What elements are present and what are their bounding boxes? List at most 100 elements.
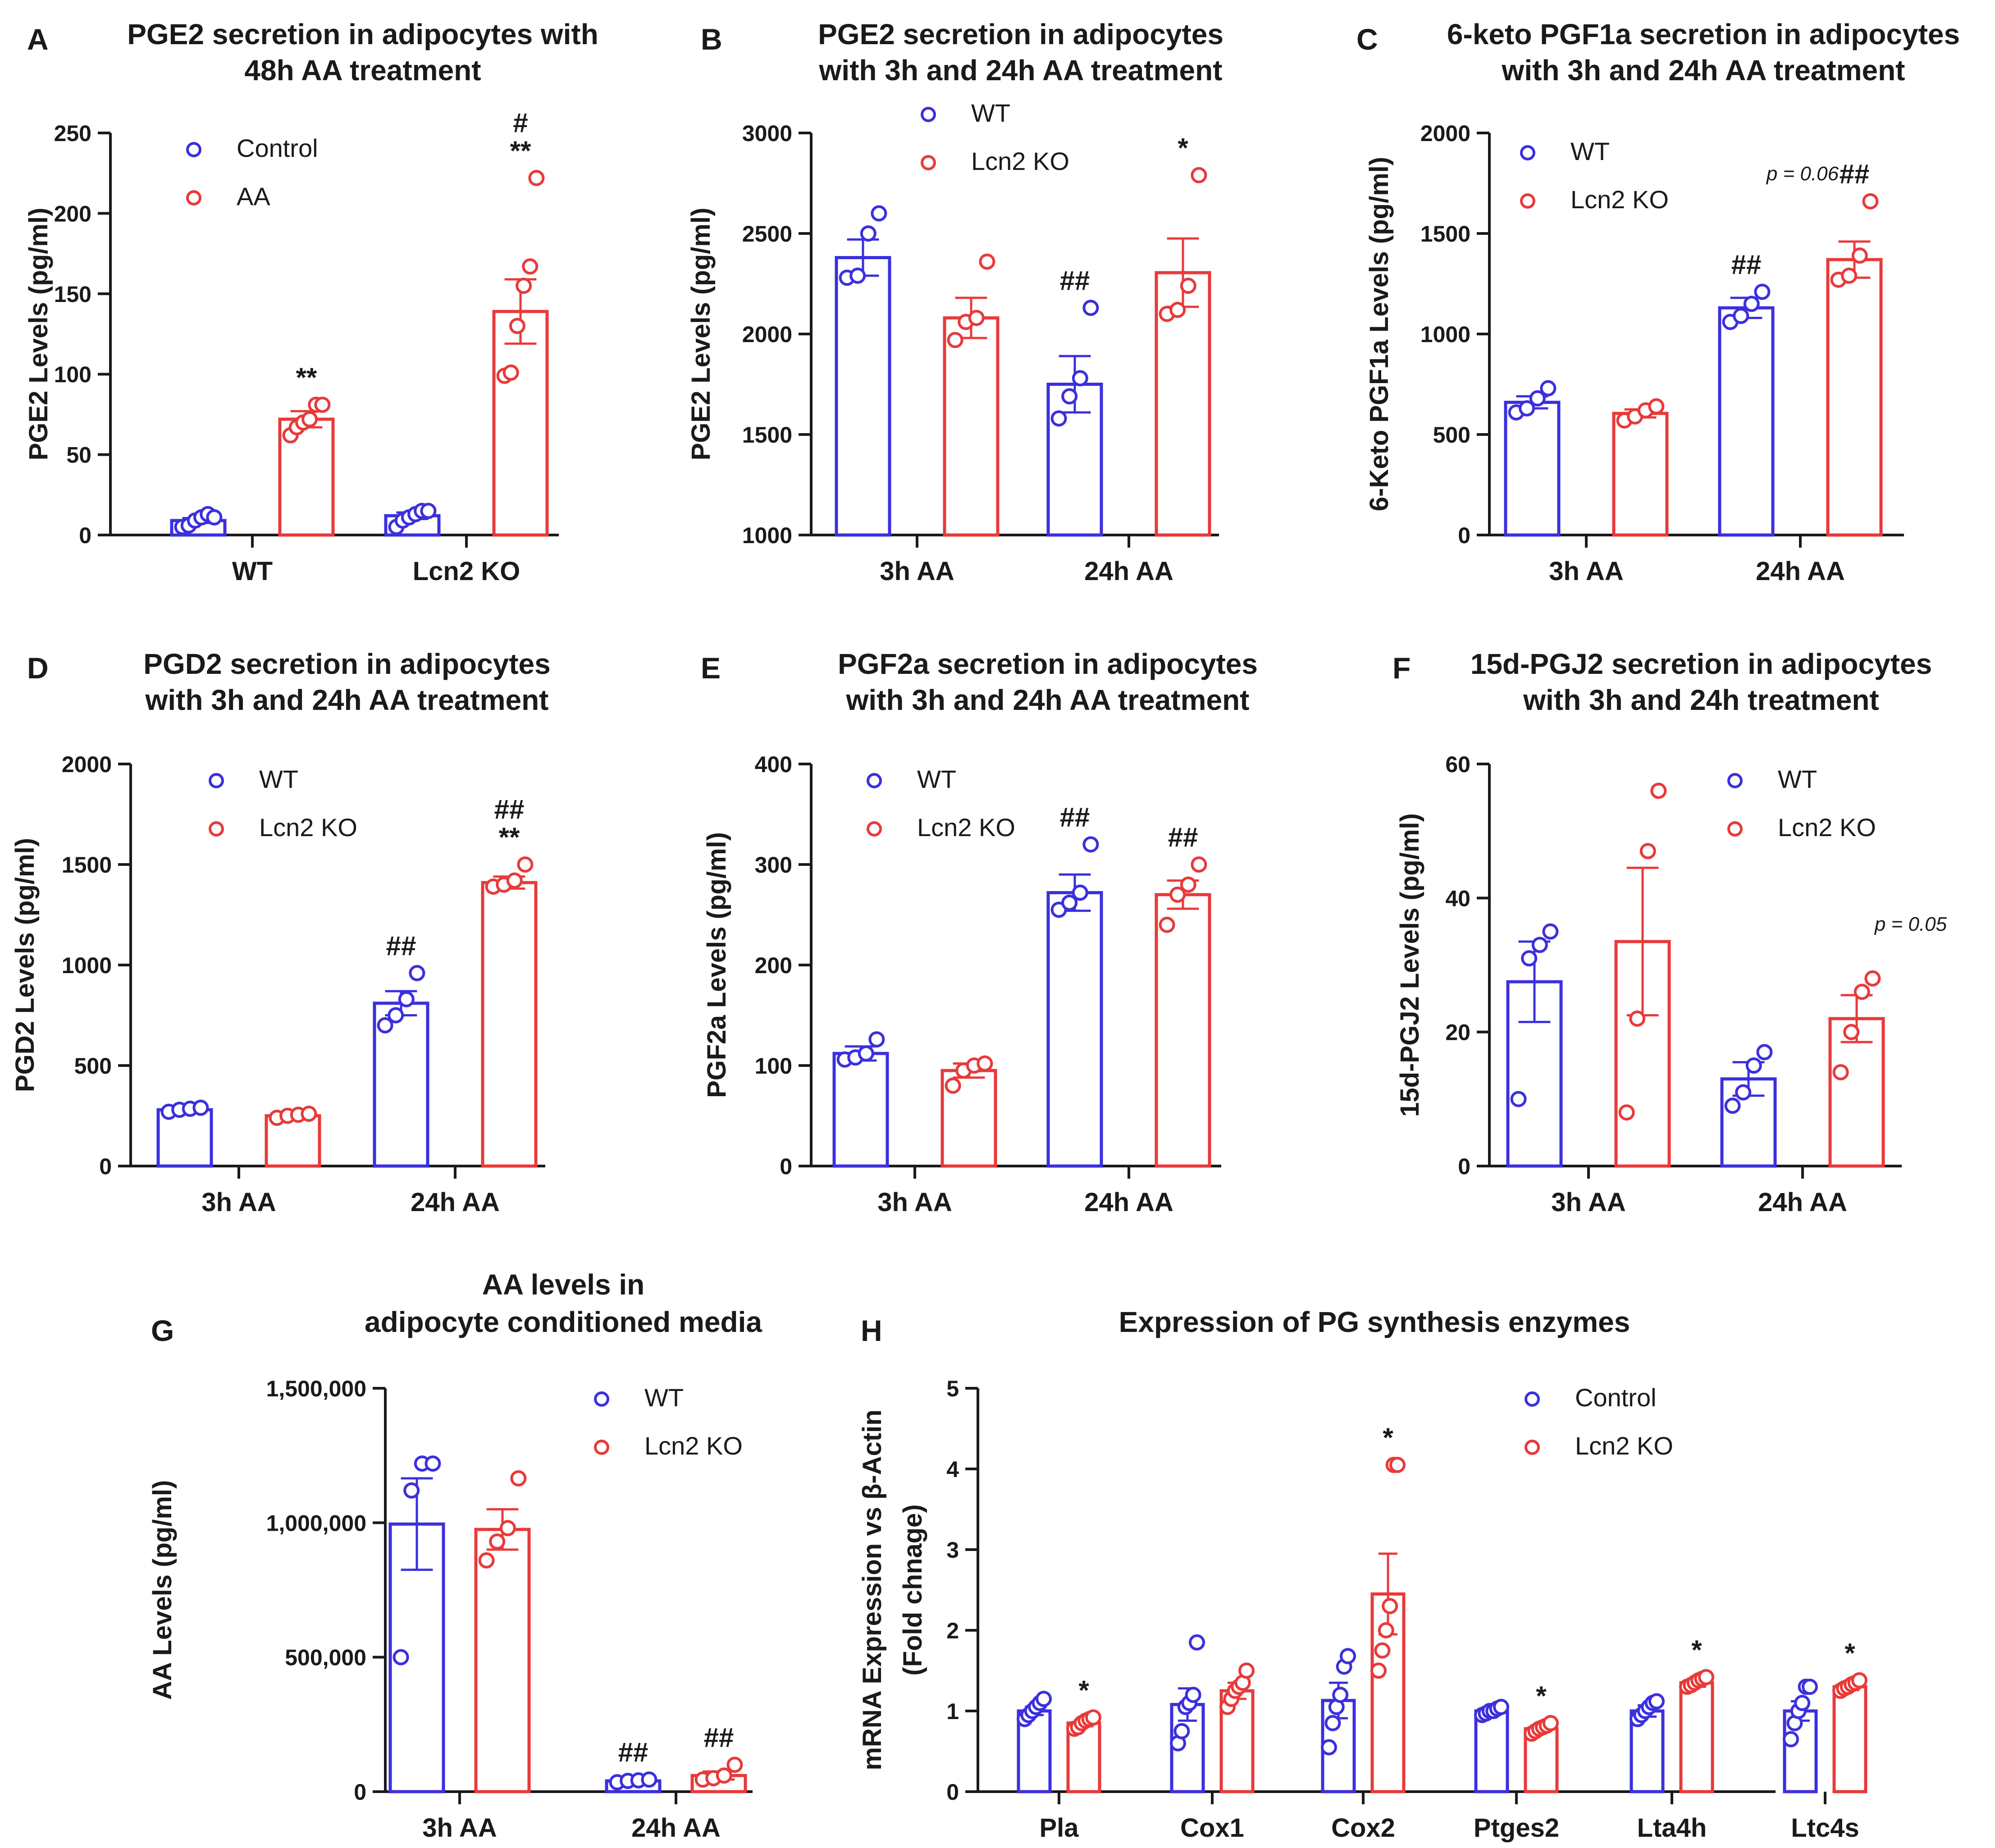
panel-title: with 3h and 24h AA treatment <box>145 684 549 716</box>
legend-label: Control <box>1575 1383 1657 1412</box>
p-value-note: p = 0.05 <box>1874 913 1947 935</box>
bar <box>481 881 538 1168</box>
data-point <box>1185 1687 1201 1703</box>
x-tick-label: 3h AA <box>201 1188 276 1217</box>
y-axis-label: PGF2a Levels (pg/ml) <box>702 832 731 1098</box>
legend-label: Lcn2 KO <box>1778 813 1876 842</box>
data-point <box>1650 782 1667 799</box>
y-tick-label: 0 <box>1458 1154 1470 1179</box>
legend-label: WT <box>1778 765 1817 793</box>
legend-marker <box>921 155 936 170</box>
legend-label: Lcn2 KO <box>259 813 357 842</box>
bar <box>1826 258 1883 537</box>
data-point <box>1072 884 1088 901</box>
data-point <box>1543 1715 1559 1731</box>
data-point <box>1618 1104 1635 1121</box>
significance-label: * <box>1536 1681 1547 1711</box>
significance-label: ## <box>386 931 416 961</box>
x-tick-label: 24h AA <box>1084 557 1173 586</box>
bar <box>1832 1685 1867 1793</box>
legend-label: Lcn2 KO <box>1570 185 1669 214</box>
bar <box>1474 1709 1509 1793</box>
data-point <box>1389 1457 1406 1473</box>
significance-label: ## <box>618 1737 648 1767</box>
bar <box>1718 306 1775 537</box>
y-tick-label: 150 <box>54 282 91 307</box>
panel-H: H Expression of PG synthesis enzymes 0 1 2 3 4… <box>858 1306 1867 1843</box>
data-point <box>489 1533 506 1550</box>
panel-letter: E <box>701 651 721 685</box>
panel-letter: D <box>27 651 49 685</box>
data-point <box>871 205 887 222</box>
legend-marker <box>186 190 201 206</box>
data-point <box>868 1031 885 1048</box>
panel-title: PGF2a secretion in adipocytes <box>838 648 1258 680</box>
bar <box>1679 1681 1714 1793</box>
y-tick-label: 20 <box>1445 1020 1470 1045</box>
data-point <box>1340 1648 1356 1665</box>
bar <box>943 316 1000 537</box>
y-tick-label: 3 <box>946 1537 959 1563</box>
y-tick-label: 400 <box>755 752 792 777</box>
data-point <box>393 1649 409 1665</box>
legend-marker <box>1727 821 1743 837</box>
y-tick-label: 50 <box>66 443 91 468</box>
y-tick-label: 100 <box>755 1053 792 1079</box>
data-point <box>1510 1091 1527 1107</box>
data-point <box>425 1455 441 1472</box>
y-tick-label: 60 <box>1445 752 1470 777</box>
x-tick-label: 3h AA <box>1549 557 1623 586</box>
y-axis-label: PGD2 Levels (pg/ml) <box>10 838 40 1092</box>
data-point <box>1754 284 1771 300</box>
bar <box>492 310 549 537</box>
significance-label: ## <box>1060 265 1090 296</box>
panel-F: F 15d-PGJ2 secretion in adipocytes with 3h… <box>1392 648 1947 1217</box>
legend-marker <box>1525 1391 1540 1407</box>
significance-label: ## <box>1060 802 1090 832</box>
data-point <box>979 253 995 270</box>
legend-label: WT <box>971 99 1010 127</box>
x-tick-label: 24h AA <box>1758 1188 1847 1217</box>
data-point <box>517 856 534 873</box>
panel-E: E PGF2a secretion in adipocytes with 3h an… <box>701 648 1258 1217</box>
data-point <box>516 277 532 294</box>
y-tick-label: 500,000 <box>285 1645 366 1670</box>
data-point <box>1529 390 1546 407</box>
data-point <box>403 1482 420 1499</box>
x-tick-label: 24h AA <box>1084 1188 1173 1217</box>
y-axis-label: 15d-PGJ2 Levels (pg/ml) <box>1395 813 1424 1117</box>
data-point <box>1832 1064 1849 1080</box>
x-tick-label: Cox1 <box>1180 1813 1244 1843</box>
data-point <box>1802 1679 1818 1695</box>
x-tick-label: 3h AA <box>422 1813 497 1843</box>
panel-title: PGE2 secretion in adipocytes with <box>127 18 598 50</box>
panel-C: C 6-keto PGF1a secretion in adipocytes wit… <box>1356 18 1960 586</box>
legend-marker <box>186 142 201 157</box>
legend-label: Control <box>237 134 318 162</box>
significance-label: * <box>1844 1638 1855 1668</box>
y-axis-label: PGE2 Levels (pg/ml) <box>686 208 716 461</box>
data-point <box>1794 1695 1811 1711</box>
data-point <box>1061 388 1078 405</box>
bar <box>1046 891 1103 1168</box>
legend-marker <box>594 1440 609 1455</box>
data-point <box>1050 410 1067 427</box>
data-point <box>1036 1691 1052 1707</box>
data-point <box>1173 1723 1190 1739</box>
data-point <box>1521 950 1538 967</box>
y-axis-label: AA Levels (pg/ml) <box>148 1480 177 1700</box>
y-tick-label: 1,500,000 <box>266 1376 366 1401</box>
data-point <box>1519 400 1535 417</box>
significance-label: * <box>1691 1635 1702 1665</box>
data-point <box>192 1099 209 1116</box>
data-point <box>1374 1642 1391 1659</box>
data-point <box>1191 856 1207 873</box>
data-point <box>1629 1010 1646 1027</box>
data-point <box>726 1757 743 1773</box>
data-point <box>1072 370 1088 387</box>
significance-label: ## <box>494 794 525 824</box>
data-point <box>860 225 877 242</box>
data-point <box>1238 1662 1255 1679</box>
p-value-note: p = 0.06 <box>1766 163 1839 185</box>
legend-label: WT <box>917 765 956 793</box>
